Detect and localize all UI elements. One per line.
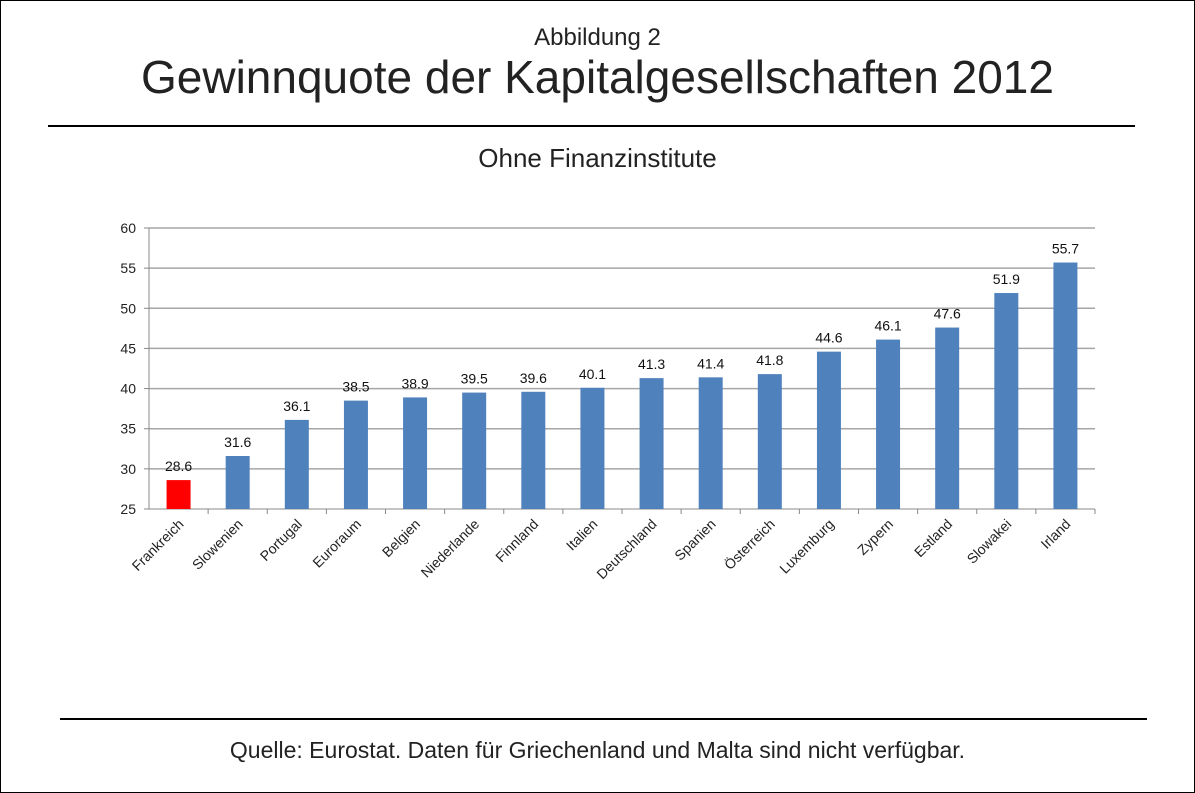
bar-belgien bbox=[403, 397, 428, 509]
x-tick-label: Niederlande bbox=[418, 516, 483, 581]
bar-deutschland bbox=[639, 378, 664, 509]
bar-spanien bbox=[698, 377, 723, 509]
data-label: 36.1 bbox=[283, 398, 310, 414]
chart-subtitle: Ohne Finanzinstitute bbox=[478, 143, 717, 173]
data-label: 39.5 bbox=[461, 371, 488, 387]
y-axis-ticks: 25 30 35 40 45 50 55 60 bbox=[120, 220, 149, 517]
data-labels: 28.6 31.6 36.1 38.5 38.9 39.5 39.6 40.1 41.3 41.4… bbox=[165, 241, 1079, 475]
data-label: 41.4 bbox=[697, 355, 724, 371]
bar-zypern bbox=[876, 339, 901, 509]
x-tick-label: Portugal bbox=[257, 516, 305, 564]
y-tick-label: 50 bbox=[120, 300, 136, 316]
bar-österreich bbox=[757, 374, 782, 509]
bar-portugal bbox=[284, 419, 309, 509]
title-divider bbox=[48, 125, 1135, 127]
data-label: 51.9 bbox=[993, 271, 1020, 287]
bar-frankreich bbox=[166, 480, 191, 509]
bar-italien bbox=[580, 387, 605, 509]
x-tick-label: Belgien bbox=[379, 516, 423, 560]
bar-estland bbox=[935, 327, 960, 509]
data-label: 39.6 bbox=[520, 370, 547, 386]
figure-number: Abbildung 2 bbox=[534, 24, 661, 51]
bar-finnland bbox=[521, 391, 546, 509]
bar-irland bbox=[1053, 262, 1078, 509]
bar-luxemburg bbox=[816, 351, 841, 509]
x-tick-label: Finnland bbox=[492, 516, 541, 565]
x-tick-label: Zypern bbox=[854, 516, 896, 558]
data-label: 28.6 bbox=[165, 458, 192, 474]
source-note: Quelle: Eurostat. Daten für Griechenland… bbox=[229, 737, 966, 763]
bar-slowakei bbox=[994, 293, 1019, 509]
x-tick-label: Deutschland bbox=[593, 516, 659, 582]
data-label: 55.7 bbox=[1052, 241, 1079, 257]
y-tick-label: 45 bbox=[120, 340, 136, 356]
x-tick-label: Italien bbox=[563, 516, 601, 554]
x-axis-ticks: Frankreich Slowenien Portugal Euroraum Belgi… bbox=[129, 509, 1096, 582]
x-tick-label: Irland bbox=[1037, 516, 1073, 552]
chart-title: Gewinnquote der Kapitalgesellschaften 20… bbox=[141, 51, 1054, 103]
x-tick-label: Slowenien bbox=[189, 516, 246, 573]
x-tick-label: Estland bbox=[911, 516, 955, 560]
data-label: 46.1 bbox=[874, 318, 901, 334]
x-tick-label: Frankreich bbox=[129, 516, 187, 574]
bars bbox=[166, 262, 1078, 509]
data-label: 47.6 bbox=[934, 306, 961, 322]
data-label: 41.8 bbox=[756, 352, 783, 368]
data-label: 40.1 bbox=[579, 366, 606, 382]
y-tick-label: 60 bbox=[120, 220, 136, 236]
x-tick-label: Euroraum bbox=[309, 516, 364, 571]
y-tick-label: 25 bbox=[120, 501, 136, 517]
y-tick-label: 30 bbox=[120, 461, 136, 477]
data-label: 44.6 bbox=[815, 330, 842, 346]
bar-euroraum bbox=[343, 400, 368, 509]
data-label: 38.5 bbox=[342, 379, 369, 395]
y-tick-label: 55 bbox=[120, 260, 136, 276]
footer-divider bbox=[60, 718, 1147, 720]
x-tick-label: Slowakei bbox=[964, 516, 1015, 567]
data-label: 38.9 bbox=[401, 375, 428, 391]
x-tick-label: Österreich bbox=[720, 515, 778, 573]
data-label: 31.6 bbox=[224, 434, 251, 450]
x-tick-label: Luxemburg bbox=[776, 516, 837, 577]
y-tick-label: 35 bbox=[120, 421, 136, 437]
x-tick-label: Spanien bbox=[671, 516, 719, 564]
data-label: 41.3 bbox=[638, 356, 665, 372]
bar-slowenien bbox=[225, 456, 250, 509]
y-tick-label: 40 bbox=[120, 381, 136, 397]
bar-niederlande bbox=[462, 392, 487, 509]
